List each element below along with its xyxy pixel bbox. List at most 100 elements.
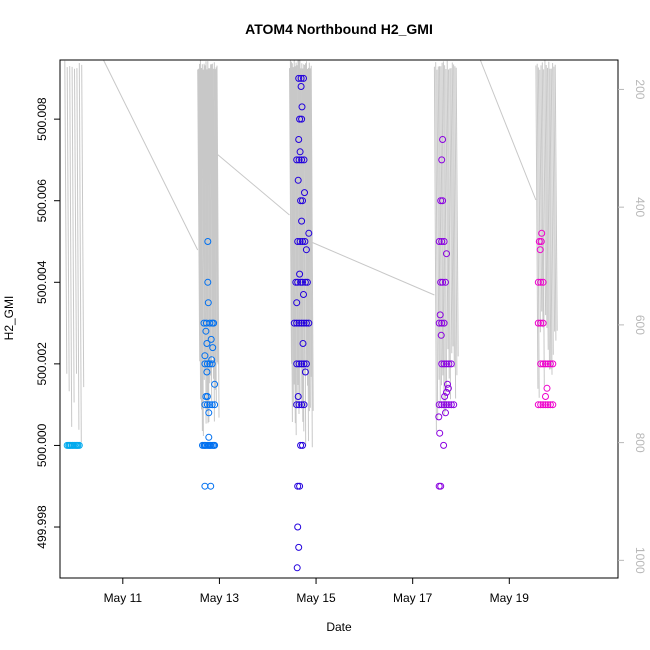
- trace-layer: [64, 59, 558, 448]
- data-point: [201, 360, 209, 368]
- data-point: [207, 441, 215, 449]
- data-point: [442, 409, 449, 417]
- y2-tick-label: 1000: [633, 547, 647, 574]
- data-point: [538, 229, 546, 237]
- data-point: [303, 278, 311, 286]
- data-point: [297, 74, 305, 82]
- data-point: [435, 319, 443, 327]
- data-point: [301, 278, 309, 286]
- data-point: [298, 115, 306, 123]
- data-point: [443, 360, 450, 368]
- x-axis: May 11 May 13 May 15 May 17 May 19: [104, 578, 530, 605]
- altitude-trace: [64, 59, 558, 448]
- data-point: [438, 319, 446, 327]
- data-point: [294, 176, 302, 184]
- data-point: [294, 278, 302, 286]
- data-point: [542, 401, 549, 409]
- data-point: [436, 311, 444, 319]
- data-point: [439, 136, 447, 143]
- data-point: [543, 384, 551, 392]
- data-point: [296, 270, 304, 278]
- data-point: [204, 278, 212, 286]
- data-point: [305, 319, 313, 327]
- data-point: [437, 278, 445, 286]
- data-point: [443, 388, 450, 396]
- data-point: [447, 401, 455, 409]
- data-point: [201, 401, 209, 409]
- data-point: [439, 197, 447, 205]
- data-point: [67, 441, 75, 449]
- data-point: [201, 352, 209, 360]
- data-point: [293, 319, 301, 327]
- data-point: [295, 74, 303, 82]
- data-point: [544, 401, 552, 409]
- data-point: [295, 401, 303, 409]
- data-point: [439, 278, 447, 286]
- data-point: [441, 393, 449, 400]
- data-point: [440, 401, 448, 409]
- data-point: [542, 360, 549, 368]
- data-point: [203, 360, 211, 368]
- data-point: [435, 401, 443, 409]
- data-point: [300, 74, 307, 82]
- data-point: [305, 229, 313, 237]
- data-point: [200, 441, 208, 449]
- data-point: [298, 156, 306, 164]
- chart-title: ATOM4 Northbound H2_GMI: [245, 21, 433, 37]
- x-tick-label: May 11: [104, 591, 143, 605]
- data-point: [436, 429, 444, 437]
- data-point: [205, 433, 213, 441]
- data-point: [301, 189, 308, 197]
- data-point: [539, 401, 547, 409]
- data-point: [437, 331, 445, 339]
- data-point: [537, 319, 545, 327]
- data-point: [549, 401, 557, 409]
- data-point: [302, 246, 310, 254]
- y2-tick-label: 200: [633, 79, 647, 99]
- data-point: [208, 360, 216, 368]
- data-point: [204, 299, 212, 307]
- data-point: [297, 278, 305, 286]
- y2-tick-label: 600: [633, 315, 647, 335]
- data-point: [537, 401, 545, 409]
- data-point: [539, 319, 547, 327]
- data-point: [204, 238, 212, 245]
- data-point: [294, 482, 302, 490]
- data-point: [438, 360, 446, 368]
- data-point: [293, 156, 301, 164]
- data-point: [211, 401, 219, 409]
- data-point: [297, 441, 305, 449]
- data-point: [302, 360, 310, 368]
- data-point: [438, 401, 446, 409]
- data-point: [208, 401, 216, 409]
- data-point: [444, 380, 451, 388]
- data-point: [293, 401, 301, 409]
- y-tick-label: 500.006: [35, 179, 49, 223]
- data-point: [292, 278, 300, 286]
- y-axis-label: H2_GMI: [2, 296, 16, 341]
- data-point: [299, 238, 306, 245]
- data-point: [444, 384, 452, 392]
- data-point: [442, 278, 449, 286]
- data-point: [300, 291, 307, 298]
- data-point: [537, 238, 545, 245]
- data-point: [299, 441, 306, 449]
- data-point: [295, 136, 303, 143]
- data-point: [296, 115, 304, 123]
- data-point: [546, 401, 554, 409]
- data-point: [298, 401, 306, 409]
- data-point: [298, 103, 306, 111]
- x-tick-label: May 19: [490, 591, 530, 605]
- data-point: [440, 238, 448, 245]
- data-point: [298, 319, 306, 327]
- data-point: [546, 360, 554, 368]
- y-tick-label: 500.002: [35, 342, 49, 386]
- data-point: [536, 246, 544, 254]
- data-point: [299, 340, 307, 347]
- data-point: [296, 482, 304, 490]
- data-point: [296, 238, 304, 245]
- data-point: [211, 380, 219, 388]
- data-point: [301, 368, 309, 376]
- data-point: [542, 393, 549, 400]
- data-point: [297, 83, 305, 90]
